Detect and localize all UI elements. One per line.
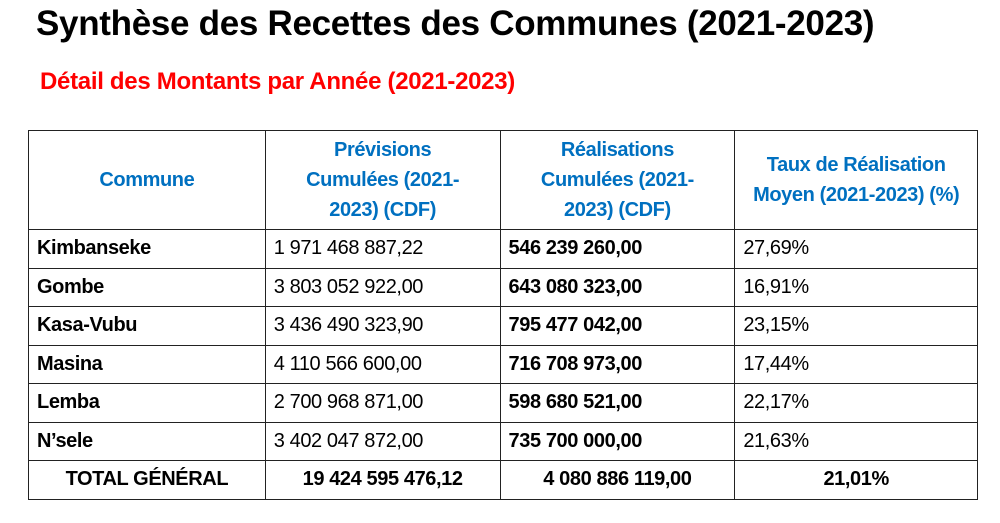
cell-commune: Masina: [28, 344, 266, 384]
cell-realisations: 598 680 521,00: [499, 383, 736, 423]
cell-previsions: 3 436 490 323,90: [264, 306, 501, 346]
cell-realisations: 795 477 042,00: [499, 306, 736, 346]
cell-taux: 21,63%: [734, 421, 978, 461]
cell-realisations: 716 708 973,00: [499, 344, 736, 384]
table-row: Kasa-Vubu 3 436 490 323,90 795 477 042,00 2…: [28, 306, 978, 346]
cell-commune: N’sele: [28, 421, 266, 461]
cell-commune: Gombe: [28, 267, 266, 307]
total-commune: TOTAL GÉNÉRAL: [28, 460, 266, 500]
total-previsions: 19 424 595 476,12: [264, 460, 501, 500]
cell-previsions: 3 402 047 872,00: [264, 421, 501, 461]
table-row: Lemba 2 700 968 871,00 598 680 521,00 22,17…: [28, 383, 978, 423]
cell-previsions: 2 700 968 871,00: [264, 383, 501, 423]
cell-taux: 27,69%: [734, 229, 978, 269]
table-row: Masina 4 110 566 600,00 716 708 973,00 17,4…: [28, 344, 978, 384]
total-row: TOTAL GÉNÉRAL 19 424 595 476,12 4 080 886 …: [28, 460, 978, 500]
table-row: N’sele 3 402 047 872,00 735 700 000,00 21,6…: [28, 421, 978, 461]
table-row: Kimbanseke 1 971 468 887,22 546 239 260,00…: [28, 229, 978, 269]
cell-commune: Kimbanseke: [28, 229, 266, 269]
cell-commune: Lemba: [28, 383, 266, 423]
cell-taux: 22,17%: [734, 383, 978, 423]
header-previsions: Prévisions Cumulées (2021-2023) (CDF): [264, 130, 501, 230]
header-realisations: Réalisations Cumulées (2021-2023) (CDF): [499, 130, 736, 230]
total-taux: 21,01%: [734, 460, 978, 500]
total-realisations: 4 080 886 119,00: [499, 460, 736, 500]
cell-previsions: 4 110 566 600,00: [264, 344, 501, 384]
cell-realisations: 546 239 260,00: [499, 229, 736, 269]
header-taux: Taux de Réalisation Moyen (2021-2023) (%…: [734, 130, 978, 230]
page-title: Synthèse des Recettes des Communes (2021…: [36, 4, 875, 43]
revenue-table: Commune Prévisions Cumulées (2021-2023) …: [28, 130, 978, 500]
header-commune: Commune: [28, 130, 266, 230]
table-row: Gombe 3 803 052 922,00 643 080 323,00 16,91…: [28, 267, 978, 307]
page-subtitle: Détail des Montants par Année (2021-2023…: [40, 68, 515, 95]
cell-previsions: 1 971 468 887,22: [264, 229, 501, 269]
cell-taux: 17,44%: [734, 344, 978, 384]
cell-taux: 23,15%: [734, 306, 978, 346]
cell-realisations: 735 700 000,00: [499, 421, 736, 461]
header-row: Commune Prévisions Cumulées (2021-2023) …: [28, 130, 978, 230]
cell-realisations: 643 080 323,00: [499, 267, 736, 307]
cell-taux: 16,91%: [734, 267, 978, 307]
cell-previsions: 3 803 052 922,00: [264, 267, 501, 307]
cell-commune: Kasa-Vubu: [28, 306, 266, 346]
